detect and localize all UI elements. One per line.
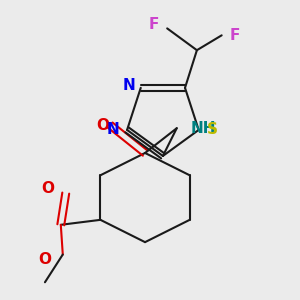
Text: N: N xyxy=(106,122,119,137)
Text: F: F xyxy=(230,28,240,43)
Text: N: N xyxy=(123,78,136,93)
Text: S: S xyxy=(207,122,218,137)
Text: F: F xyxy=(149,17,159,32)
Text: NH: NH xyxy=(190,121,216,136)
Text: O: O xyxy=(41,181,54,196)
Text: O: O xyxy=(38,252,51,267)
Text: O: O xyxy=(96,118,109,133)
